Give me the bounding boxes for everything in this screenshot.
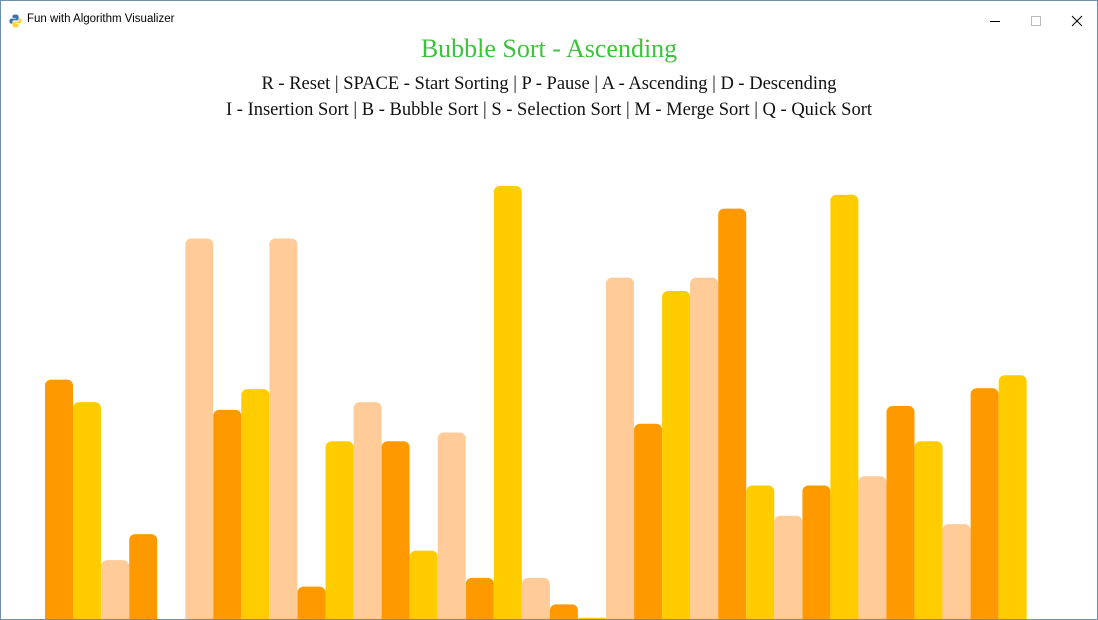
bar-24	[690, 277, 719, 619]
bar-30	[858, 476, 887, 619]
controls-help-line-1: R - Reset | SPACE - Start Sorting | P - …	[261, 74, 837, 94]
bar-35	[998, 375, 1027, 619]
bar-14	[409, 550, 438, 619]
bar-28	[802, 485, 831, 619]
bar-17	[493, 186, 522, 619]
close-icon	[1071, 15, 1083, 27]
bar-34	[970, 388, 999, 619]
minimize-icon	[990, 21, 1000, 22]
title-bar[interactable]: Fun with Algorithm Visualizer	[1, 1, 1097, 31]
bar-11	[325, 441, 354, 619]
bar-4	[129, 534, 158, 619]
bar-10	[297, 586, 326, 619]
bar-16	[465, 577, 494, 619]
python-icon	[9, 14, 22, 28]
maximize-button[interactable]	[1016, 3, 1056, 39]
bar-13	[381, 441, 410, 619]
bar-15	[437, 432, 466, 619]
bar-9	[269, 238, 298, 619]
algorithm-title: Bubble Sort - Ascending	[420, 34, 678, 63]
bar-29	[830, 194, 859, 619]
window-title: Fun with Algorithm Visualizer	[27, 13, 175, 25]
bar-1	[45, 379, 73, 619]
controls-help-line-2: I - Insertion Sort | B - Bubble Sort | S…	[226, 100, 872, 120]
bar-2	[73, 402, 101, 619]
bar-32	[914, 441, 943, 619]
bar-33	[942, 524, 971, 619]
minimize-button[interactable]	[975, 3, 1015, 39]
bar-12	[353, 402, 382, 619]
bar-27	[774, 515, 803, 619]
bar-20	[578, 617, 606, 619]
bar-6	[185, 238, 214, 619]
maximize-icon	[1031, 16, 1041, 26]
bar-23	[662, 291, 691, 619]
close-button[interactable]	[1057, 3, 1097, 39]
bar-25	[718, 208, 747, 619]
bar-21	[606, 277, 634, 619]
bar-26	[746, 485, 775, 619]
bar-3	[101, 560, 130, 619]
bar-31	[886, 406, 915, 619]
bar-18	[521, 577, 550, 619]
bar-7	[213, 409, 242, 619]
bar-8	[241, 389, 270, 619]
bar-22	[634, 423, 663, 619]
bar-19	[549, 604, 578, 619]
